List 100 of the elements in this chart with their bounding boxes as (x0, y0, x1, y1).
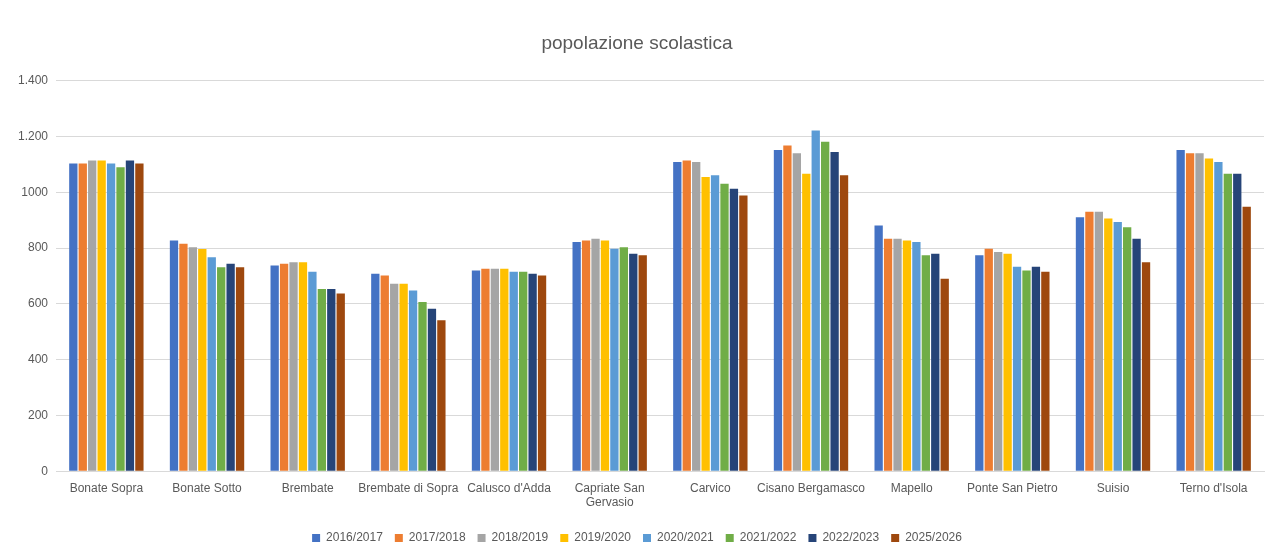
bar (839, 175, 849, 471)
bar (371, 273, 380, 471)
bar (519, 271, 528, 471)
x-tick-label: Capriate San Gervasio (574, 480, 645, 510)
y-tick-label: 200 (28, 407, 49, 422)
bar (308, 271, 317, 471)
bar (591, 238, 600, 471)
x-tick-label: Carvico (690, 480, 731, 495)
bar (811, 130, 820, 471)
x-tick-label: Mapello (890, 480, 934, 495)
bar (537, 275, 547, 471)
bar (1204, 158, 1214, 471)
bar (893, 238, 902, 471)
bar (883, 238, 893, 471)
legend-label: 2018/2019 (491, 530, 549, 545)
bar (1176, 149, 1185, 471)
bar (390, 283, 399, 471)
bar (821, 141, 830, 471)
bar (994, 252, 1003, 471)
bar (169, 240, 179, 471)
legend-label: 2025/2026 (905, 530, 963, 545)
legend-label: 2021/2022 (739, 530, 797, 545)
x-tick-label: Cisano Bergamasco (756, 480, 866, 495)
bar (298, 262, 308, 471)
bar (673, 161, 682, 471)
bar (1094, 211, 1103, 471)
bar (1242, 206, 1251, 471)
bar (1041, 271, 1050, 471)
bar (125, 160, 135, 471)
bar (940, 278, 949, 471)
bar (509, 271, 518, 471)
bar (289, 262, 298, 471)
bar (1214, 161, 1223, 471)
bar (279, 263, 289, 471)
bar (682, 160, 691, 471)
bar (399, 283, 408, 471)
bar (179, 243, 188, 471)
bar (1113, 221, 1122, 471)
bar (600, 240, 610, 471)
bar (912, 241, 921, 471)
x-tick-label: Ponte San Pietro (966, 480, 1059, 495)
y-tick-label: 1000 (21, 184, 49, 199)
x-tick-label: Calusco d'Adda (467, 480, 552, 495)
bar (1141, 262, 1151, 471)
bar (729, 188, 739, 471)
bar (739, 195, 748, 471)
bar (481, 268, 490, 471)
x-tick-label: Suisio (1096, 480, 1130, 495)
bar (490, 268, 500, 471)
bar (692, 161, 701, 471)
bar (270, 265, 279, 471)
bar (1123, 227, 1132, 471)
bar (1085, 211, 1094, 471)
x-tick-label: Bonate Sopra (69, 480, 144, 495)
bar (88, 160, 97, 471)
bar (619, 247, 628, 471)
bar (1233, 173, 1242, 471)
legend-label: 2016/2017 (326, 530, 384, 545)
bar (336, 293, 345, 471)
y-tick-label: 1.400 (18, 73, 49, 88)
bar (327, 289, 336, 471)
bar (984, 248, 993, 471)
bar (235, 267, 245, 471)
bar (874, 225, 883, 471)
bar (69, 163, 78, 471)
bar (226, 263, 235, 471)
bar (418, 301, 427, 471)
bar (581, 240, 591, 471)
x-tick-label: Bonate Sotto (172, 480, 243, 495)
bar (135, 163, 144, 471)
bar (1104, 218, 1113, 471)
bar (528, 273, 537, 471)
bar (1031, 266, 1041, 471)
bar (921, 255, 930, 471)
legend-label: 2022/2023 (822, 530, 880, 545)
chart-title: popolazione scolastica (541, 31, 734, 53)
bar (78, 163, 87, 471)
bar (207, 257, 216, 471)
bar (1185, 153, 1195, 471)
bar (802, 173, 811, 471)
x-tick-label: Terno d'Isola (1179, 480, 1248, 495)
legend-label: 2019/2020 (574, 530, 632, 545)
x-tick-label: Brembate (281, 480, 335, 495)
bar (1132, 238, 1141, 471)
bar (1075, 217, 1085, 471)
y-tick-label: 600 (28, 296, 49, 311)
bar (217, 267, 226, 471)
bar (1022, 270, 1031, 471)
bar (701, 177, 710, 471)
bar (317, 289, 326, 471)
y-tick-label: 400 (28, 351, 49, 366)
bar (792, 153, 802, 471)
bar (830, 151, 839, 471)
bar (408, 290, 418, 471)
y-tick-label: 800 (28, 240, 49, 255)
bar (471, 270, 481, 471)
bar (720, 183, 729, 471)
bar (638, 255, 647, 471)
bar (1012, 266, 1022, 471)
y-tick-label: 1.200 (18, 128, 49, 143)
